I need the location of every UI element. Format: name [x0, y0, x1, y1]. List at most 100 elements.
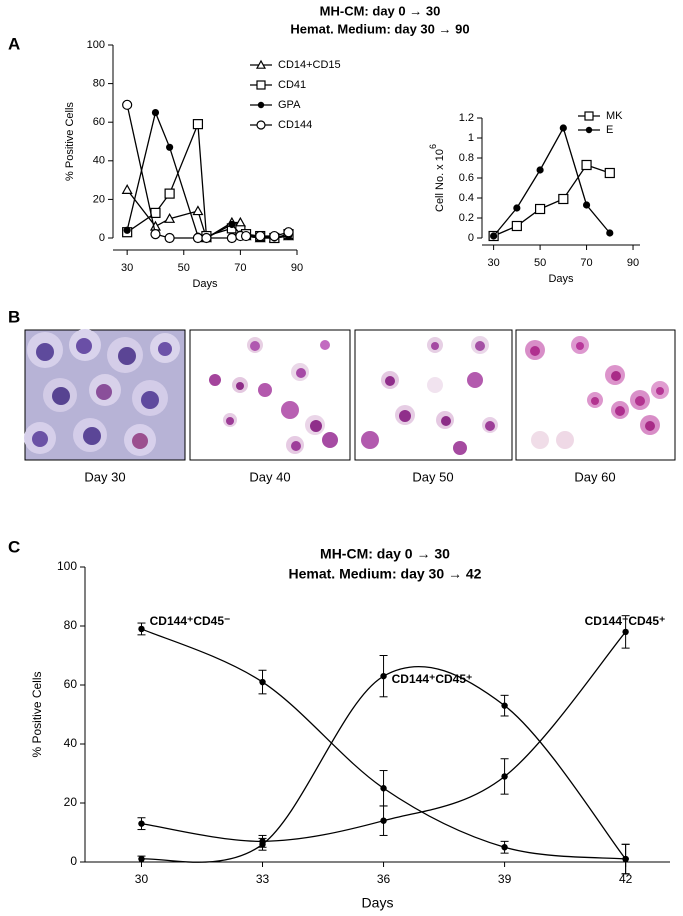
series-label: CD144⁺CD45⁻ [150, 614, 231, 628]
marker [604, 167, 615, 179]
panel-label: A [8, 34, 20, 53]
marker [559, 124, 567, 132]
y-tick-label: 80 [93, 78, 105, 90]
marker [380, 785, 387, 792]
micrograph-caption: Day 40 [249, 469, 290, 484]
panel-label: B [8, 307, 20, 326]
y-axis-label: % Positive Cells [30, 671, 44, 757]
x-axis-label: Days [192, 278, 218, 290]
chart-title: MH-CM: day 0 → 30 [320, 546, 450, 562]
marker [513, 204, 521, 212]
marker [192, 119, 204, 130]
y-tick-label: 0 [70, 854, 77, 868]
y-tick-label: 0.2 [459, 212, 474, 224]
y-tick-label: 0 [99, 232, 105, 244]
marker [511, 220, 522, 232]
y-axis-label-text: Cell No. x 10 [434, 149, 446, 212]
y-tick-label: 80 [64, 618, 78, 632]
legend-label: CD144 [278, 119, 312, 131]
marker [259, 678, 266, 686]
marker [536, 166, 544, 174]
y-axis-label-text: % Positive Cells [30, 671, 44, 757]
legend-marker [256, 80, 266, 90]
y-tick-label: 0.8 [459, 152, 474, 164]
marker [151, 108, 160, 117]
x-tick-label: 39 [498, 872, 512, 886]
micrograph-caption: Day 60 [574, 469, 615, 484]
marker [138, 855, 145, 863]
x-tick-label: 90 [291, 262, 303, 274]
marker [164, 212, 176, 223]
marker [622, 855, 629, 863]
y-tick-label: 0.6 [459, 172, 474, 184]
marker [192, 205, 204, 216]
marker [150, 229, 161, 240]
x-axis-label: Days [548, 273, 574, 285]
marker [164, 232, 175, 244]
x-tick-label: 70 [234, 262, 246, 274]
y-tick-label: 20 [64, 795, 78, 809]
y-axis-label-text: % Positive Cells [64, 102, 76, 181]
legend-marker [584, 111, 594, 121]
x-axis-label: Days [362, 895, 394, 911]
x-tick-label: 30 [121, 262, 133, 274]
marker [138, 820, 145, 827]
y-tick-label: 0 [468, 232, 474, 244]
figure-title: MH-CM: day 0 → 30 [320, 3, 441, 18]
marker [269, 230, 280, 242]
marker [380, 672, 387, 680]
y-tick-label: 1 [468, 132, 474, 144]
legend-label: MK [606, 110, 623, 122]
marker [283, 227, 294, 238]
series-line [493, 164, 611, 237]
y-tick-label: 60 [64, 677, 78, 691]
x-tick-label: 36 [377, 872, 391, 886]
micrograph-caption: Day 30 [84, 469, 125, 484]
x-tick-label: 30 [135, 872, 149, 886]
y-tick-label: 100 [57, 559, 77, 573]
x-tick-label: 33 [256, 872, 270, 886]
marker [138, 625, 145, 633]
marker [534, 203, 546, 215]
marker [164, 188, 175, 199]
marker [622, 628, 629, 636]
y-tick-label: 40 [93, 155, 105, 167]
marker [581, 159, 592, 171]
marker [123, 226, 131, 234]
marker [501, 773, 508, 780]
series-line [126, 110, 289, 239]
marker [582, 201, 591, 209]
marker [192, 232, 204, 244]
x-tick-label: 30 [487, 257, 499, 269]
y-axis-label: Cell No. x 106 [428, 144, 446, 212]
series-line [493, 126, 611, 237]
micrograph [515, 329, 676, 461]
marker [558, 193, 569, 205]
marker [201, 232, 212, 244]
series-label: CD144⁻CD45⁺ [585, 614, 666, 628]
x-tick-label: 42 [619, 872, 633, 886]
marker [501, 844, 508, 851]
marker [228, 220, 236, 229]
legend-label: CD41 [278, 79, 306, 91]
micrograph-caption: Day 50 [412, 469, 453, 484]
marker [259, 838, 266, 845]
marker [122, 99, 133, 110]
figure-title: Hemat. Medium: day 30 → 90 [290, 21, 469, 36]
marker [166, 143, 174, 151]
legend-label: E [606, 124, 613, 136]
marker [490, 232, 498, 240]
x-tick-label: 70 [580, 257, 592, 269]
x-tick-label: 50 [178, 262, 190, 274]
x-tick-label: 50 [534, 257, 546, 269]
legend-marker [255, 59, 267, 69]
y-tick-label: 60 [93, 116, 105, 128]
marker [380, 817, 387, 824]
y-axis-label: % Positive Cells [64, 102, 76, 181]
y-axis-label-exponent: 6 [428, 144, 438, 149]
legend-label: GPA [278, 99, 301, 111]
y-tick-label: 40 [64, 736, 78, 750]
series-label: CD144⁺CD45⁺ [392, 672, 473, 686]
marker [240, 230, 252, 242]
marker [150, 207, 161, 219]
